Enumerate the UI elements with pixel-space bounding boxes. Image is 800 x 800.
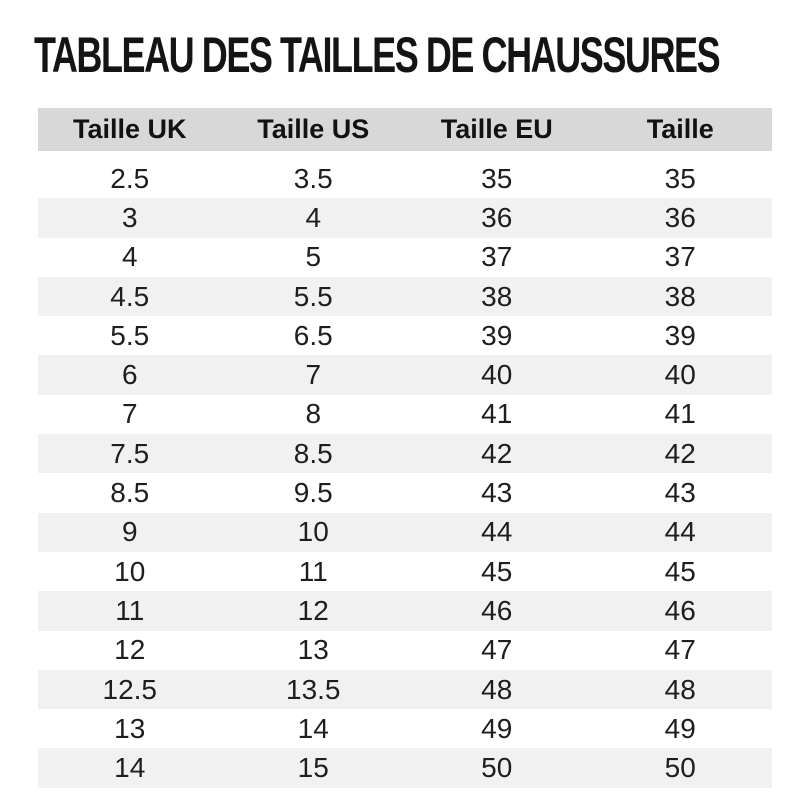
table-cell: 3.5 (293, 162, 333, 194)
table-cell: 9.5 (293, 477, 333, 509)
table-cell: 7 (305, 359, 322, 391)
table-cell: 42 (481, 437, 513, 469)
table-cell: 41 (481, 398, 513, 430)
table-row: 10 11 45 45 (38, 551, 772, 592)
table-cell: 36 (664, 201, 696, 233)
table-cell: 6 (121, 359, 138, 391)
table-cell: 5.5 (293, 280, 333, 312)
table-cell: 8.5 (110, 477, 150, 509)
table-cell: 4.5 (110, 280, 150, 312)
column-header-taille: Taille (646, 114, 714, 144)
table-row: 12 13 47 47 (38, 630, 772, 670)
table-row: 4 5 37 37 (38, 237, 772, 277)
page-title: TABLEAU DES TAILLES DE CHAUSSURES (34, 27, 721, 83)
table-row: 9 10 44 44 (38, 512, 772, 552)
table-cell: 2.5 (110, 162, 150, 194)
table-cell: 49 (481, 712, 513, 744)
table-cell: 40 (481, 359, 513, 391)
table-cell: 13.5 (286, 673, 341, 705)
table-cell: 38 (664, 280, 696, 312)
page-title-row: TABLEAU DES TAILLES DE CHAUSSURES (0, 0, 800, 82)
table-row: 11 12 46 46 (38, 591, 772, 631)
table-cell: 37 (664, 241, 696, 273)
table-cell: 36 (481, 201, 513, 233)
table-row: 7 8 41 41 (38, 394, 772, 435)
table-cell: 10 (114, 555, 146, 587)
table-cell: 46 (664, 594, 696, 626)
table-cell: 45 (664, 555, 696, 587)
table-row: 5.5 6.5 39 39 (38, 316, 772, 356)
table-cell: 4 (305, 201, 322, 233)
table-row: 2.5 3.5 35 35 (38, 159, 772, 199)
table-cell: 4 (121, 241, 138, 273)
table-row: 12.5 13.5 48 48 (38, 669, 772, 710)
table-cell: 41 (664, 398, 696, 430)
table-cell: 5.5 (110, 319, 150, 351)
table-cell: 42 (664, 437, 696, 469)
table-cell: 39 (481, 319, 513, 351)
table-cell: 43 (481, 477, 513, 509)
table-cell: 11 (298, 555, 328, 587)
table-cell: 47 (481, 634, 513, 666)
column-header-taille-us: Taille US (257, 114, 370, 144)
table-cell: 37 (481, 241, 513, 273)
table-cell: 48 (664, 673, 696, 705)
table-cell: 13 (114, 712, 146, 744)
table-cell: 40 (664, 359, 696, 391)
table-cell: 35 (481, 162, 513, 194)
table-cell: 3 (121, 201, 138, 233)
table-cell: 8 (305, 398, 322, 430)
table-cell: 50 (481, 752, 513, 784)
table-cell: 12 (297, 594, 329, 626)
table-cell: 47 (664, 634, 696, 666)
table-row: 3 4 36 36 (38, 198, 772, 238)
table-row: 8.5 9.5 43 43 (38, 473, 772, 513)
table-cell: 43 (664, 477, 696, 509)
table-cell: 10 (297, 516, 329, 548)
table-cell: 44 (664, 516, 696, 548)
table-row: 6 7 40 40 (38, 355, 772, 395)
table-row: 7.5 8.5 42 42 (38, 434, 772, 474)
table-cell: 44 (481, 516, 513, 548)
table-cell: 35 (664, 162, 696, 194)
table-cell: 6.5 (293, 319, 333, 351)
table-cell: 5 (305, 241, 322, 273)
shoe-size-table: Taille UK Taille US Taille EU Taille 2.5 3.5… (38, 108, 772, 788)
table-cell: 7 (121, 398, 138, 430)
table-cell: 45 (481, 555, 513, 587)
table-row: 13 14 49 49 (38, 709, 772, 749)
column-header-taille-uk: Taille UK (72, 114, 187, 144)
table-cell: 50 (664, 752, 696, 784)
table-cell: 12.5 (102, 673, 158, 705)
table-cell: 48 (481, 673, 513, 705)
table-cell: 13 (297, 634, 329, 666)
table-cell: 7.5 (110, 437, 150, 469)
table-cell: 12 (114, 634, 146, 666)
table-row: 4.5 5.5 38 38 (38, 276, 772, 317)
table-header-row: Taille UK Taille US Taille EU Taille (38, 108, 772, 151)
table-cell: 39 (664, 319, 696, 351)
table-cell: 14 (297, 712, 329, 744)
table-cell: 46 (481, 594, 513, 626)
column-header-taille-eu: Taille EU (440, 114, 553, 144)
table-cell: 49 (664, 712, 696, 744)
table-cell: 15 (297, 752, 329, 784)
table-cell: 14 (114, 752, 146, 784)
table-cell: 11 (115, 594, 145, 626)
table-cell: 9 (121, 516, 138, 548)
table-body: 2.5 3.5 35 35 3 4 36 36 4 5 37 37 4.5 5.5 38 38 5.5 6.5 39… (38, 159, 772, 788)
table-cell: 8.5 (293, 437, 333, 469)
table-cell: 38 (481, 280, 513, 312)
table-row: 14 15 50 50 (38, 748, 772, 788)
